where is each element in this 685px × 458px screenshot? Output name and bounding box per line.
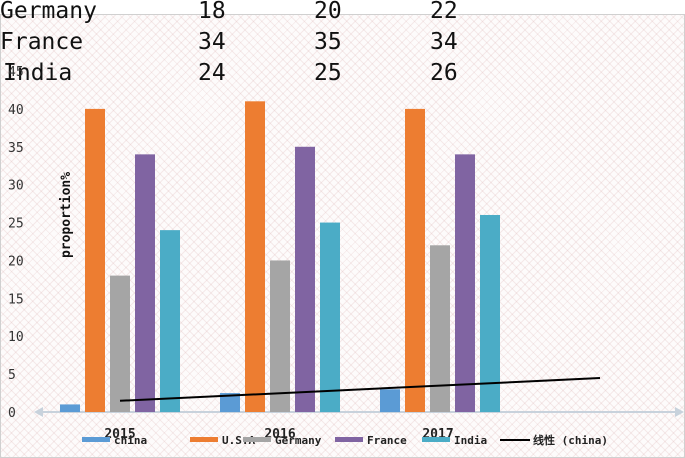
y-axis-label: proportion% (59, 172, 74, 258)
bar-india (480, 214, 500, 412)
legend-label: 线性 (china) (533, 433, 608, 447)
y-tick-label: 15 (8, 292, 24, 307)
table-cell: 24 (198, 60, 226, 86)
row-label: France (0, 29, 84, 55)
table-cell: 34 (198, 29, 226, 55)
x-axis-arrow-right (675, 407, 684, 417)
x-axis-arrow-left (34, 407, 43, 417)
table-cell: 25 (314, 60, 342, 86)
legend-label: china (114, 434, 147, 447)
x-category-label: 2016 (264, 427, 295, 442)
y-tick-label: 0 (8, 406, 16, 421)
y-tick-label: 30 (8, 179, 24, 194)
table-row: France 34 35 34 (0, 27, 685, 57)
bar-u-s-a (85, 108, 105, 412)
bar-china (380, 389, 400, 412)
y-tick-label: 35 (8, 141, 24, 156)
bar-china (220, 393, 240, 412)
trendline (119, 377, 601, 402)
table-cell: 22 (430, 0, 458, 24)
legend-label: Germany (275, 434, 322, 447)
bar-china (60, 404, 80, 412)
table-cell: 20 (314, 0, 342, 24)
legend-label: India (454, 434, 487, 447)
bar-france (135, 154, 155, 412)
legend-swatch (335, 437, 363, 442)
y-tick-label: 5 (8, 368, 16, 383)
bar-u-s-a (405, 108, 425, 412)
bar-india (160, 230, 180, 412)
legend-swatch (190, 437, 218, 442)
bar-germany (430, 245, 450, 412)
legend-label: France (367, 434, 407, 447)
table-cell: 18 (198, 0, 226, 24)
table-cell: 26 (430, 60, 458, 86)
y-tick-label: 40 (8, 103, 24, 118)
bar-france (455, 154, 475, 412)
table-row: Germany 18 20 22 (0, 0, 685, 26)
row-label: India (3, 60, 73, 86)
legend-swatch (82, 437, 110, 442)
bar-germany (110, 275, 130, 412)
legend-swatch (243, 437, 271, 442)
bar-india (320, 222, 340, 412)
y-tick-label: 10 (8, 330, 24, 345)
bar-france (295, 146, 315, 412)
row-label: Germany (0, 0, 97, 24)
table-cell: 35 (314, 29, 342, 55)
x-category-label: 2015 (104, 427, 135, 442)
y-tick-label: 25 (8, 217, 24, 232)
y-tick-label: 20 (8, 254, 24, 269)
bar-u-s-a (245, 101, 265, 413)
y-tick-label: 45 (8, 65, 24, 80)
legend-swatch (422, 437, 450, 442)
table-cell: 34 (430, 29, 458, 55)
bar-germany (270, 260, 290, 412)
table-row: India 24 25 26 (0, 58, 685, 88)
